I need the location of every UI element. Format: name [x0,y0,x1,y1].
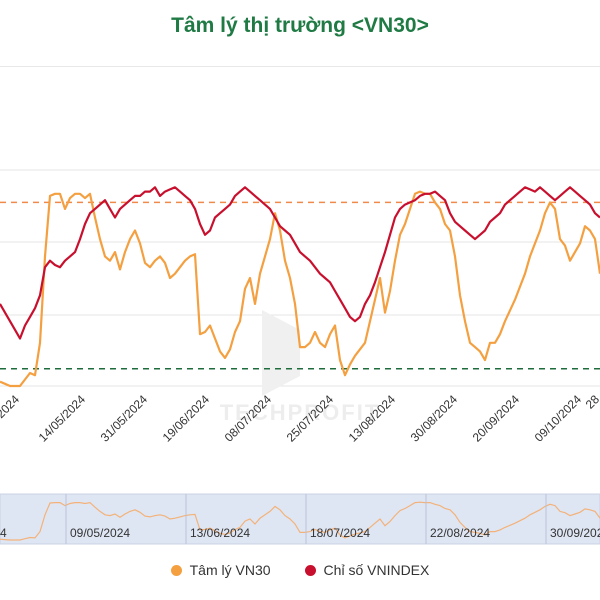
watermark-logo-shape [262,310,300,396]
navigator-background [0,493,600,545]
navigator-series-line [0,501,600,541]
navigator-tick-label-2: 18/07/2024 [310,526,370,540]
legend: Tâm lý VN30 Chỉ số VNINDEX [0,562,600,578]
x-tick-label-partial-0: /2024 [0,392,22,423]
navigator[interactable]: 09/05/2024 13/06/2024 18/07/2024 22/08/2024… [0,493,600,545]
legend-marker-vnindex [304,564,316,576]
x-tick-label-0: 14/05/2024 [36,392,89,445]
watermark: TECHPROFIT [220,310,381,425]
legend-item-sentiment[interactable]: Tâm lý VN30 [170,562,271,578]
series-line-1[interactable] [0,186,600,340]
series-lines [0,186,600,388]
legend-label-sentiment: Tâm lý VN30 [189,562,271,578]
x-tick-label-7: 20/09/2024 [470,392,523,445]
watermark-text: TECHPROFIT [220,400,381,425]
navigator-tick-label-4: 30/09/2024 [550,526,600,540]
grid-lines [0,169,600,387]
x-tick-label-6: 30/08/2024 [408,392,461,445]
x-tick-label-1: 31/05/2024 [98,392,151,445]
navigator-tick-label-3: 22/08/2024 [430,526,490,540]
navigator-tick-label-1: 13/06/2024 [190,526,250,540]
legend-label-vnindex: Chỉ số VNINDEX [323,562,430,578]
reference-lines [0,201,600,370]
plot-top-border [0,66,600,67]
navigator-tick-label-partial-0: 4 [0,526,7,540]
navigator-tick-label-0: 09/05/2024 [70,526,130,540]
x-tick-label-8: 09/10/2024 [532,392,585,445]
legend-item-vnindex[interactable]: Chỉ số VNINDEX [304,562,430,578]
chart-title: Tâm lý thị trường <VN30> [171,14,429,37]
series-line-0[interactable] [0,190,600,388]
legend-marker-sentiment [170,564,182,576]
x-tick-label-2: 19/06/2024 [160,392,213,445]
x-tick-label-partial-1: 28 [583,392,600,412]
